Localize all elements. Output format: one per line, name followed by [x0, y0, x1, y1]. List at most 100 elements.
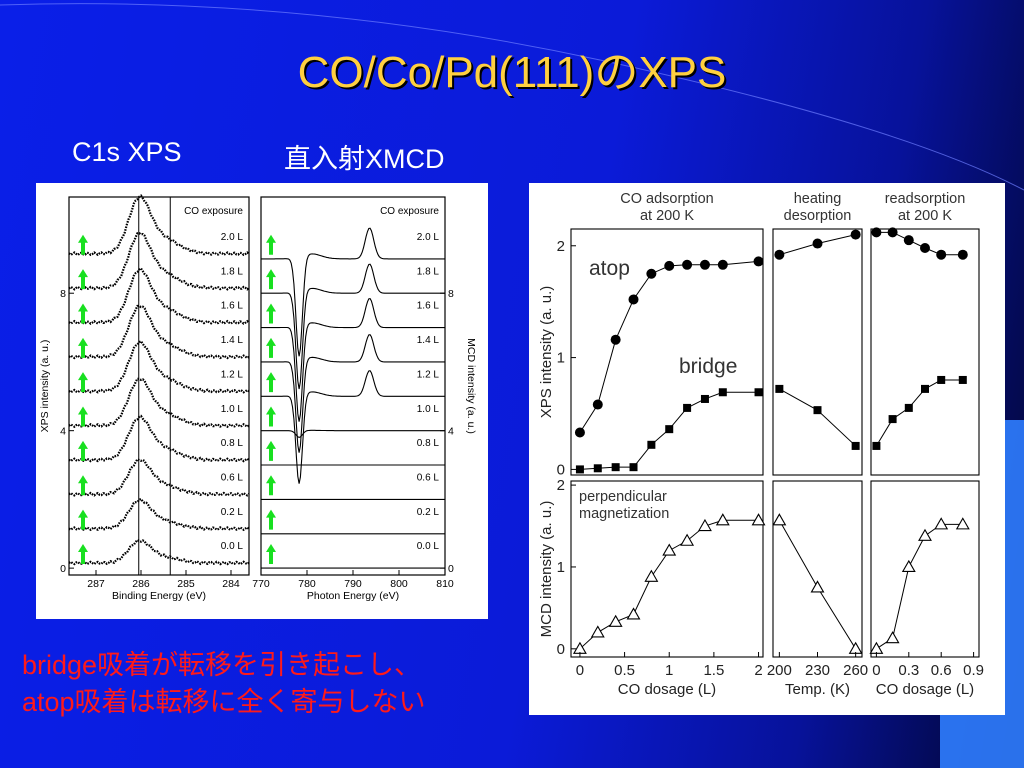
xps-point-bridge	[575, 465, 584, 474]
mcd-point	[715, 513, 730, 526]
trend-x-tick-label: 200	[767, 662, 792, 679]
xps-trend-line-atop	[579, 260, 759, 433]
mcd-green-arrow	[266, 475, 276, 496]
xps-point-atop	[628, 294, 639, 305]
xps-spectrum-1-4-l	[68, 304, 250, 360]
xps-point-atop	[936, 249, 947, 260]
xps-x-tick-label: 285	[177, 578, 195, 590]
trend-column-title: desorption	[784, 208, 852, 224]
xps-x-tick-label: 284	[222, 578, 240, 590]
mcd-legend-label: CO exposure	[380, 206, 439, 217]
xps-point-atop	[592, 399, 603, 410]
mcd-exposure-label: 2.0 L	[417, 232, 440, 243]
xps-point-bridge	[851, 441, 860, 450]
mcd-exposure-label: 1.8 L	[417, 266, 440, 277]
slide-title: CO/Co/Pd(111)のXPS	[297, 48, 727, 97]
mcd-exposure-label: 0.2 L	[417, 507, 440, 518]
xps-point-bridge	[888, 415, 897, 424]
xps-point-atop	[717, 259, 728, 270]
xps-green-arrow	[78, 475, 88, 496]
mcd-point	[848, 641, 863, 654]
trend-x-tick-label: 0.9	[963, 662, 984, 679]
mcd-point	[955, 517, 970, 530]
trend-column-title: readsorption	[885, 191, 966, 207]
xps-point-atop	[646, 268, 657, 279]
xps-green-arrow	[78, 509, 88, 530]
trend-x-tick-label: 2	[754, 662, 762, 679]
mcd-x-tick-label: 790	[344, 578, 362, 590]
xps-trend-frame	[570, 228, 764, 476]
xps-trend-y-tick-label: 0	[557, 461, 565, 478]
mcd-x-tick-label: 780	[298, 578, 316, 590]
xps-trend-y-axis-label: XPS intensity (a. u.)	[538, 286, 555, 419]
xps-point-atop	[774, 249, 785, 260]
xps-point-bridge	[904, 403, 913, 412]
xps-point-bridge	[700, 394, 709, 403]
conclusion-line-2: atop吸着は転移に全く寄与しない	[22, 687, 426, 717]
xps-point-atop	[812, 238, 823, 249]
mcd-point	[608, 614, 623, 627]
xps-spectrum-0-8-l	[68, 414, 250, 463]
xps-point-atop	[920, 243, 930, 254]
mcd-spectrum-2-0-l	[261, 227, 445, 357]
mcd-y-tick-label: 0	[448, 563, 454, 575]
mcd-green-arrow	[266, 406, 276, 427]
mcd-green-arrow	[266, 303, 276, 324]
xps-exposure-label: 1.0 L	[221, 404, 244, 415]
xps-point-bridge	[718, 388, 727, 397]
xps-spectrum-0-6-l	[68, 457, 250, 497]
xps-green-arrow	[78, 440, 88, 461]
mcd-exposure-label: 0.0 L	[417, 541, 440, 552]
mcd-green-arrow	[266, 234, 276, 255]
mcd-spectrum-1-0-l	[261, 429, 445, 438]
mcd-green-arrow	[266, 509, 276, 530]
mcd-trend-y-axis-label: MCD intensity (a. u.)	[538, 501, 555, 638]
xps-spectrum-0-2-l	[68, 497, 250, 532]
trend-x-tick-label: 0	[576, 662, 584, 679]
mcd-spectrum-1-8-l	[261, 263, 445, 390]
mcd-spectrum-1-4-l	[261, 334, 445, 453]
mcd-green-arrow	[266, 337, 276, 358]
xps-plot-frame	[68, 196, 250, 576]
mcd-plot-frame	[260, 196, 446, 576]
mcd-annotation: perpendicular	[579, 489, 667, 505]
xps-green-arrow	[78, 234, 88, 255]
xps-x-tick-label: 286	[132, 578, 150, 590]
mcd-trend-y-tick-label: 1	[557, 559, 565, 576]
xps-exposure-label: 2.0 L	[221, 232, 244, 243]
trend-x-tick-label: 230	[805, 662, 830, 679]
mcd-spectrum-1-2-l	[261, 370, 445, 484]
xps-trend-line-bridge	[875, 379, 963, 447]
trend-column-title: at 200 K	[898, 208, 952, 224]
xps-green-arrow	[78, 269, 88, 290]
xps-green-arrow	[78, 372, 88, 393]
xps-x-tick-label: 287	[87, 578, 105, 590]
trend-x-tick-label: 260	[843, 662, 868, 679]
xps-exposure-label: 1.4 L	[221, 335, 244, 346]
mcd-point	[772, 513, 787, 526]
trend-x-axis-label: CO dosage (L)	[618, 681, 716, 698]
xps-point-atop	[903, 235, 914, 246]
xps-point-bridge	[775, 384, 784, 393]
mcd-green-arrow	[266, 372, 276, 393]
xps-spectrum-0-0-l	[68, 538, 250, 566]
xps-point-atop	[574, 427, 585, 438]
xps-point-bridge	[958, 375, 967, 384]
trend-x-tick-label: 1.5	[703, 662, 724, 679]
mcd-exposure-label: 1.2 L	[417, 369, 440, 380]
mcd-green-arrow	[266, 544, 276, 565]
trend-x-tick-label: 0	[872, 662, 880, 679]
mcd-spectrum-1-6-l	[261, 297, 445, 422]
mcd-trend-frame	[870, 480, 980, 658]
xps-point-atop	[957, 249, 968, 260]
mcd-y-tick-label: 4	[448, 426, 454, 438]
mcd-trend-y-tick-label: 0	[557, 641, 565, 658]
xps-point-bridge	[593, 464, 602, 473]
xps-exposure-label: 0.2 L	[221, 507, 244, 518]
xps-point-bridge	[872, 441, 881, 450]
xps-trend-frame	[870, 228, 980, 476]
trend-x-tick-label: 0.6	[931, 662, 952, 679]
trend-x-axis-label: Temp. (K)	[785, 681, 850, 698]
mcd-x-tick-label: 800	[390, 578, 408, 590]
